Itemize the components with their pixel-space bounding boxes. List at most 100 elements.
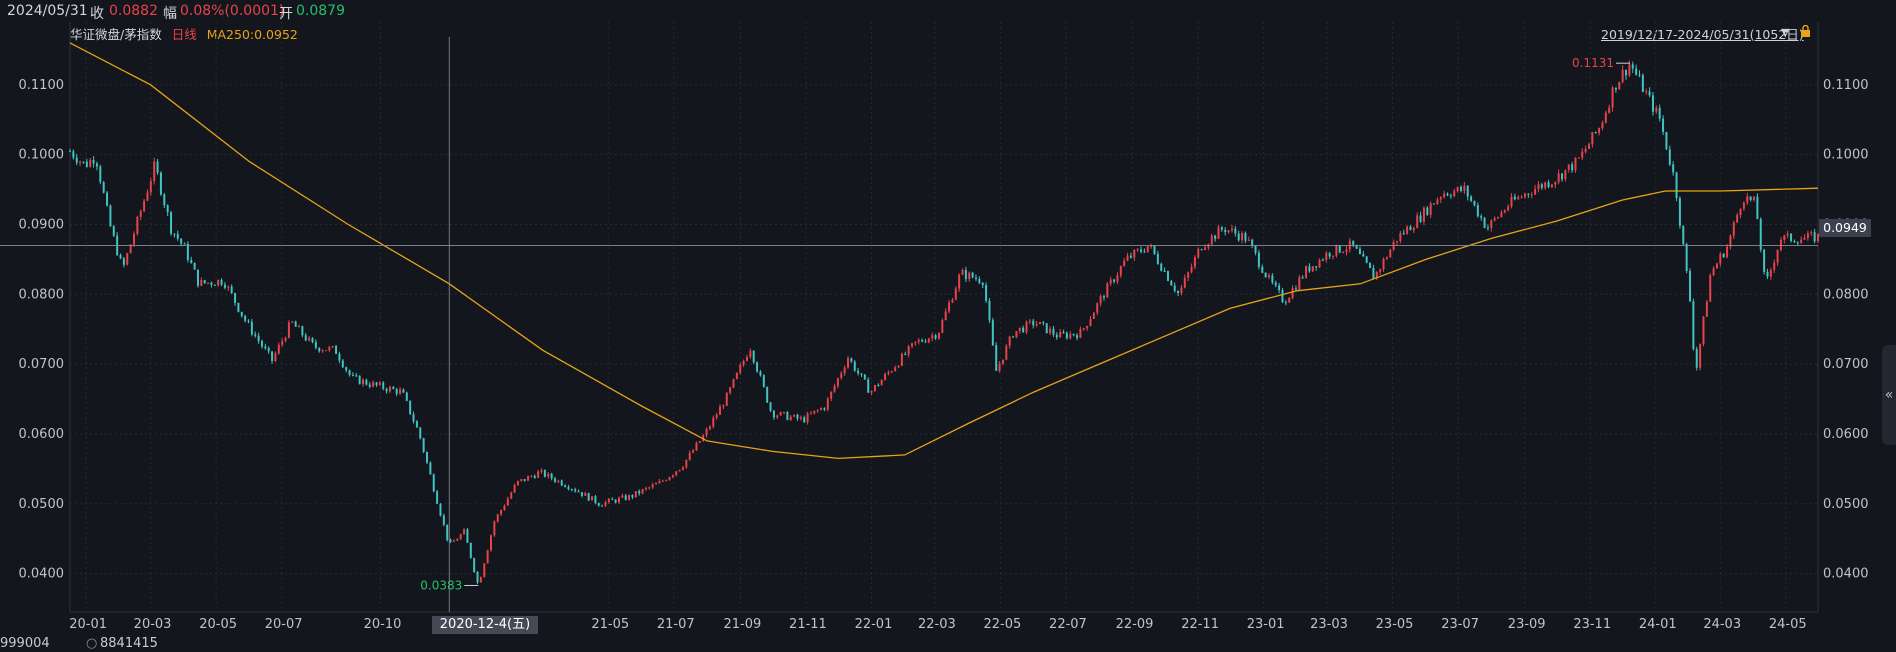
candle-body xyxy=(264,346,267,349)
candle-body xyxy=(1369,262,1372,269)
candle-body xyxy=(1722,254,1725,258)
candle-body xyxy=(1540,184,1543,188)
candle-body xyxy=(1621,69,1624,83)
candle-body xyxy=(109,205,112,227)
candle-body xyxy=(1261,266,1264,273)
candle-body xyxy=(1375,271,1378,279)
candle-body xyxy=(1763,249,1766,272)
candle-body xyxy=(1035,324,1038,326)
candle-body xyxy=(708,426,711,430)
candle-body xyxy=(1086,325,1089,329)
candle-body xyxy=(1241,233,1244,241)
candle-body xyxy=(378,382,381,385)
x-tick-label: 24-03 xyxy=(1703,617,1741,632)
date-range-selector[interactable]: 2019/12/17-2024/05/31(1052日) xyxy=(1601,27,1804,42)
candle-body xyxy=(577,491,580,493)
candle-body xyxy=(126,253,129,265)
y-tick-label-left: 0.0600 xyxy=(19,427,65,442)
candle-body xyxy=(146,192,149,201)
ma250-line xyxy=(69,42,1819,460)
candle-body xyxy=(907,346,910,355)
period-label[interactable]: 日线 xyxy=(171,27,197,42)
candle-body xyxy=(1069,333,1072,339)
candle-body xyxy=(1079,328,1082,338)
candle-body xyxy=(739,364,742,373)
candle-body xyxy=(523,479,526,481)
candle-body xyxy=(543,470,546,477)
candle-body xyxy=(159,172,162,195)
candle-body xyxy=(210,282,213,285)
candle-body xyxy=(1527,193,1530,195)
lock-icon[interactable] xyxy=(1800,25,1811,37)
candle-body xyxy=(1594,132,1597,134)
candle-body xyxy=(550,473,553,479)
candle-body xyxy=(409,400,412,415)
ma-legend[interactable]: MA250:0.0952 xyxy=(206,27,298,42)
candle-body xyxy=(1399,233,1402,241)
candle-body xyxy=(240,311,243,316)
collapse-panel-button[interactable]: « xyxy=(1882,345,1896,445)
candle-body xyxy=(1436,199,1439,204)
candle-body xyxy=(1129,255,1132,258)
candle-body xyxy=(176,233,179,239)
candle-body xyxy=(1038,321,1041,325)
candle-body xyxy=(843,367,846,374)
candle-body xyxy=(1008,336,1011,346)
candle-body xyxy=(719,406,722,415)
candle-body xyxy=(1150,245,1153,247)
y-tick-label-left: 0.0700 xyxy=(19,357,65,372)
candle-body xyxy=(937,332,940,339)
candle-body xyxy=(1062,332,1065,334)
candle-body xyxy=(1655,107,1658,112)
candle-body xyxy=(1012,336,1015,338)
chart-axes: 0.0400 0.0400 0.0500 0.0500 0.0600 0.0600 0.07… xyxy=(19,22,1869,632)
candle-body xyxy=(183,243,186,245)
candle-body xyxy=(880,379,883,386)
dropdown-triangle-icon[interactable]: ▼ xyxy=(1781,26,1790,39)
y-tick-label-right: 0.0500 xyxy=(1823,497,1869,512)
candle-body xyxy=(1783,235,1786,240)
candle-body xyxy=(1338,245,1341,253)
candle-body xyxy=(998,363,1001,371)
candle-body xyxy=(968,272,971,280)
candle-body xyxy=(1611,87,1614,108)
candle-body xyxy=(1776,249,1779,263)
candle-body xyxy=(1497,217,1500,219)
candle-body xyxy=(1271,275,1274,283)
candle-body xyxy=(954,288,957,300)
candle-body xyxy=(863,374,866,380)
footer-value: 8841415 xyxy=(100,636,158,651)
candle-body xyxy=(318,347,321,352)
candle-body xyxy=(345,367,348,371)
candle-body xyxy=(1089,318,1092,326)
candle-body xyxy=(692,450,695,453)
candle-body xyxy=(89,160,92,167)
y-tick-label-right: 0.0700 xyxy=(1823,357,1869,372)
candle-body xyxy=(442,515,445,525)
y-tick-label-left: 0.0900 xyxy=(19,217,65,232)
x-tick-label: 24-05 xyxy=(1769,617,1807,632)
instrument-name[interactable]: 华证微盘/茅指数 xyxy=(70,27,162,42)
candle-body xyxy=(1571,164,1574,171)
x-tick-label: 23-05 xyxy=(1376,617,1414,632)
candle-body xyxy=(1318,259,1321,268)
y-tick-label-left: 0.0500 xyxy=(19,497,65,512)
quote-header: 2024/05/31 收 0.0882 幅 0.08%(0.0001) 开 0.… xyxy=(0,0,1896,22)
y-tick-label-left: 0.0400 xyxy=(19,567,65,582)
x-tick-label: 24-01 xyxy=(1639,617,1677,632)
candle-body xyxy=(705,429,708,436)
candle-body xyxy=(1544,182,1547,188)
candle-body xyxy=(1102,296,1105,298)
x-tick-label: 22-09 xyxy=(1116,617,1154,632)
candle-body xyxy=(415,421,418,428)
candle-body xyxy=(1230,228,1233,231)
candle-body xyxy=(382,382,385,389)
candle-body xyxy=(1561,173,1564,180)
candle-body xyxy=(1709,275,1712,302)
candle-body xyxy=(964,269,967,280)
candle-body xyxy=(813,410,816,414)
candle-body xyxy=(1793,241,1796,243)
candle-body xyxy=(1463,185,1466,191)
candle-body xyxy=(648,487,651,489)
